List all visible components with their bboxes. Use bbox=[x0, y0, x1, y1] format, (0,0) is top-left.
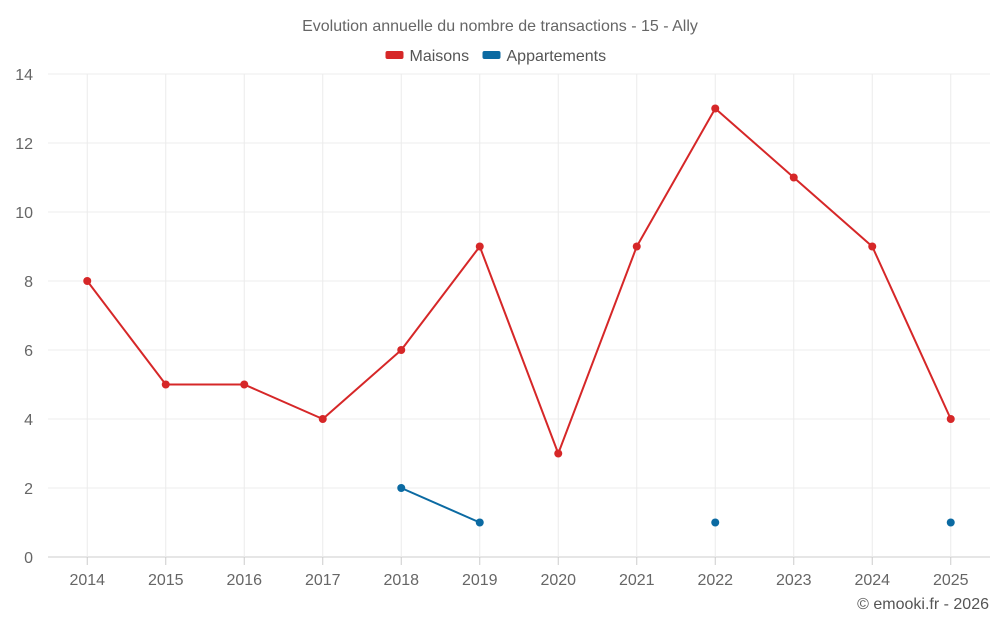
credit-text: © emooki.fr - 2026 bbox=[857, 596, 989, 613]
y-tick-label: 14 bbox=[15, 67, 33, 84]
x-tick-label: 2018 bbox=[383, 572, 419, 589]
y-tick-label: 6 bbox=[24, 343, 33, 360]
legend-swatch bbox=[482, 51, 501, 59]
y-tick-label: 4 bbox=[24, 412, 33, 429]
legend-label: Appartements bbox=[507, 48, 607, 65]
x-tick-label: 2020 bbox=[540, 572, 576, 589]
data-point-maisons bbox=[83, 277, 92, 285]
data-point-maisons bbox=[318, 415, 327, 423]
data-point-maisons bbox=[632, 242, 641, 251]
y-tick-label: 0 bbox=[24, 550, 33, 567]
y-axis: 0 2 4 6 8 10 12 14 bbox=[15, 67, 33, 567]
grid bbox=[48, 73, 990, 565]
x-tick-label: 2025 bbox=[933, 572, 969, 589]
x-tick-label: 2023 bbox=[776, 572, 812, 589]
legend-label: Maisons bbox=[410, 48, 470, 65]
legend-swatch bbox=[385, 51, 404, 59]
x-tick-label: 2024 bbox=[854, 572, 890, 589]
data-point-appartements bbox=[711, 518, 720, 527]
data-point-appartements bbox=[475, 518, 484, 527]
y-tick-label: 2 bbox=[24, 481, 33, 498]
data-point-maisons bbox=[161, 380, 170, 389]
x-tick-label: 2015 bbox=[148, 572, 184, 589]
data-point-appartements bbox=[397, 484, 406, 492]
data-point-maisons bbox=[946, 415, 955, 423]
data-point-maisons bbox=[711, 104, 720, 113]
x-tick-label: 2017 bbox=[305, 572, 341, 589]
y-tick-label: 10 bbox=[15, 205, 33, 222]
data-point-maisons bbox=[789, 173, 798, 182]
data-point-maisons bbox=[240, 380, 249, 389]
x-tick-label: 2021 bbox=[619, 572, 655, 589]
series-line-maisons bbox=[86, 107, 952, 455]
data-point-maisons bbox=[554, 449, 563, 458]
x-tick-label: 2016 bbox=[226, 572, 262, 589]
legend-item-maisons: Maisons bbox=[385, 48, 470, 65]
chart-title: Evolution annuelle du nombre de transact… bbox=[302, 18, 698, 35]
series-maisons bbox=[83, 104, 955, 458]
data-point-maisons bbox=[397, 346, 406, 354]
legend-item-appartements: Appartements bbox=[482, 48, 607, 65]
x-tick-label: 2014 bbox=[69, 572, 105, 589]
x-axis: 2014 2015 2016 2017 2018 2019 2020 2021 2022 2023… bbox=[69, 572, 968, 589]
y-tick-label: 8 bbox=[24, 274, 33, 291]
series-layer bbox=[83, 104, 955, 527]
data-point-appartements bbox=[946, 518, 955, 527]
y-tick-label: 12 bbox=[15, 136, 33, 153]
series-appartements bbox=[397, 484, 955, 527]
data-point-maisons bbox=[868, 242, 877, 251]
data-point-maisons bbox=[475, 242, 484, 251]
legend: Maisons Appartements bbox=[385, 48, 607, 65]
series-line-appartements bbox=[400, 487, 481, 524]
x-tick-label: 2019 bbox=[462, 572, 498, 589]
x-tick-label: 2022 bbox=[697, 572, 733, 589]
